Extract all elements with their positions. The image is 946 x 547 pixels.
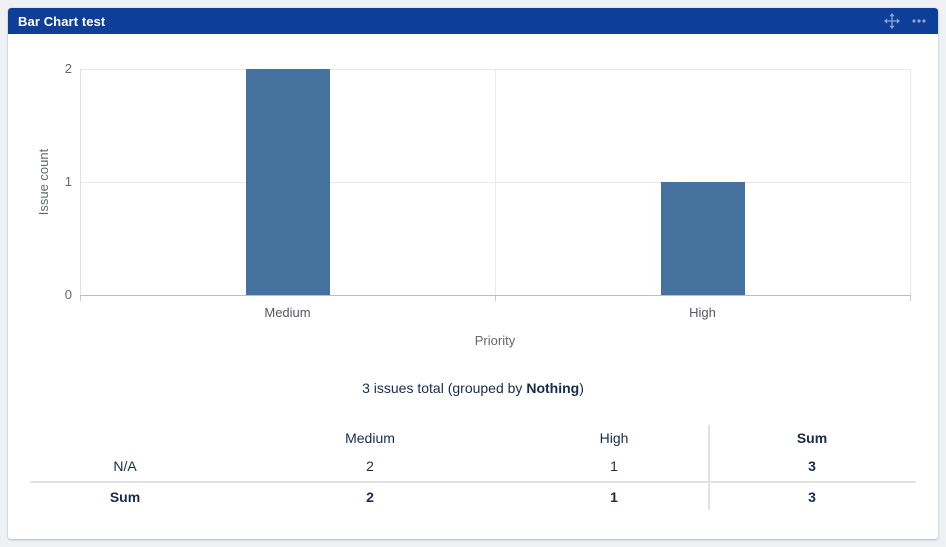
table-row-sum-label: Sum — [30, 481, 220, 510]
bar-medium[interactable] — [245, 69, 330, 295]
table-divider-layer — [30, 425, 916, 510]
table-row-na-high: 1 — [610, 457, 618, 474]
gadget-header-actions — [884, 13, 938, 29]
summary-groupby: Nothing — [526, 380, 580, 396]
gridline-vertical — [495, 69, 496, 295]
x-axis-title: Priority — [474, 333, 516, 348]
summary-prefix: 3 issues total (grouped by — [362, 380, 527, 396]
bar-high[interactable] — [660, 182, 745, 295]
x-axis-tick — [495, 295, 496, 301]
table-row-na-label: N/A — [113, 457, 137, 474]
y-tick-label: 0 — [64, 287, 72, 302]
table-row-sum-sum: 3 — [708, 481, 916, 510]
bar-chart: Issue count Priority 0 1 2 Medium High — [8, 34, 938, 364]
gadget-card: Bar Chart test I — [8, 8, 938, 539]
gadget-title: Bar Chart test — [18, 13, 106, 29]
summary-suffix: ) — [579, 380, 584, 396]
x-axis-line — [80, 295, 911, 296]
x-axis-tick — [80, 295, 81, 301]
y-tick-label: 2 — [64, 61, 72, 76]
table-row-sum-high: 1 — [520, 481, 708, 510]
table-row-sum-medium: 2 — [220, 481, 520, 510]
issues-summary: 3 issues total (grouped by Nothing) — [8, 380, 938, 396]
more-icon[interactable] — [911, 13, 927, 29]
move-icon[interactable] — [884, 13, 900, 29]
y-axis-line — [80, 69, 81, 295]
table-row-na-medium: 2 — [366, 457, 374, 474]
x-tick-label: High — [689, 305, 716, 320]
gadget-header: Bar Chart test — [8, 8, 938, 34]
table-header-medium: Medium — [345, 429, 395, 446]
y-tick-label: 1 — [64, 174, 72, 189]
totals-table: Medium High Sum N/A 2 1 3 Sum 2 1 3 — [30, 425, 916, 510]
table-sum-column-divider — [708, 425, 710, 510]
gridline-vertical — [910, 69, 911, 295]
table-row-na-sum: 3 — [808, 457, 816, 474]
x-tick-label: Medium — [264, 305, 311, 320]
x-axis-tick — [910, 295, 911, 301]
table-header-high: High — [599, 429, 629, 446]
table-header-sum: Sum — [796, 429, 828, 446]
